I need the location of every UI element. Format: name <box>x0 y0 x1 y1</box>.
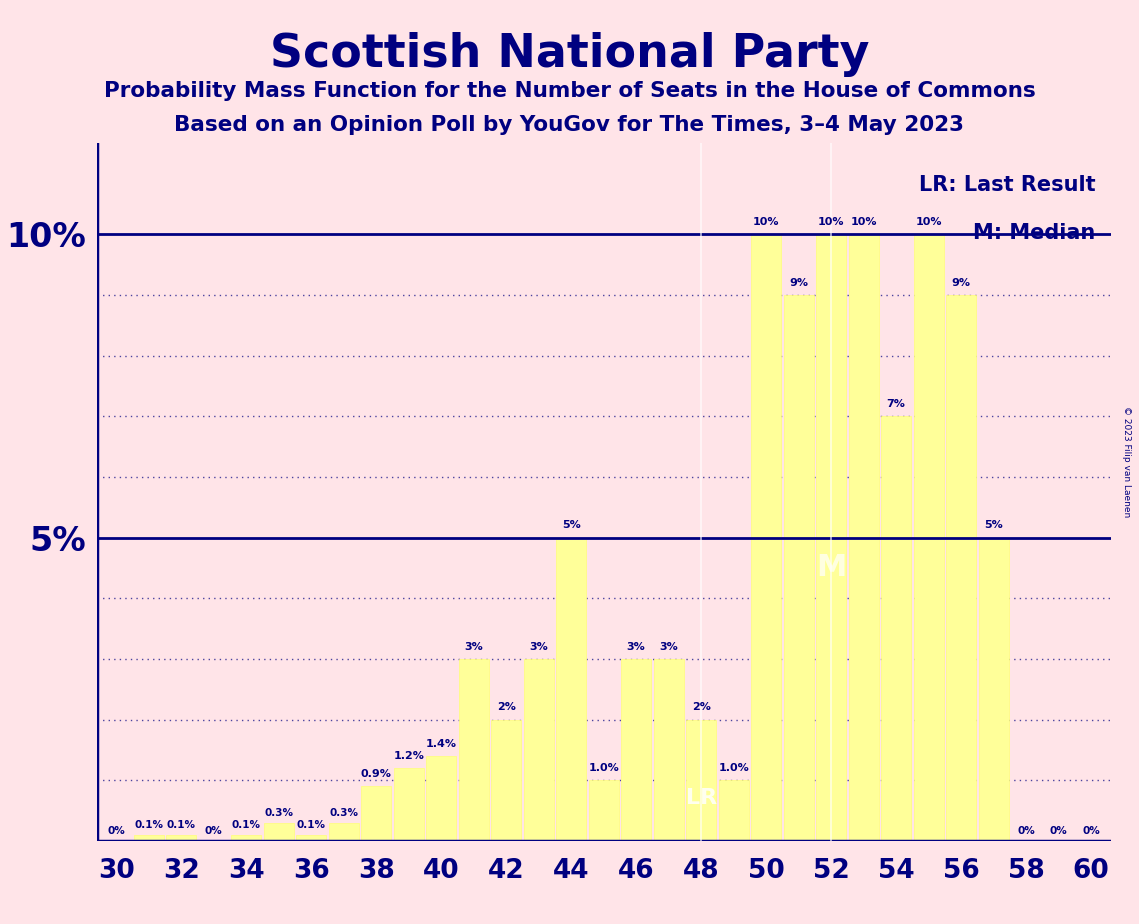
Text: M: Median: M: Median <box>973 224 1096 243</box>
Bar <box>913 234 943 841</box>
Bar <box>361 786 391 841</box>
Bar <box>296 834 326 841</box>
Text: 2%: 2% <box>691 702 711 712</box>
Bar <box>882 416 911 841</box>
Bar <box>978 538 1008 841</box>
Bar <box>947 295 976 841</box>
Text: 9%: 9% <box>789 277 808 287</box>
Text: 1.0%: 1.0% <box>589 763 618 772</box>
Bar <box>134 834 164 841</box>
Text: Scottish National Party: Scottish National Party <box>270 32 869 78</box>
Text: 3%: 3% <box>530 641 548 651</box>
Text: 0%: 0% <box>1082 826 1100 836</box>
Text: 0.1%: 0.1% <box>166 820 196 830</box>
Bar <box>459 659 489 841</box>
Text: 9%: 9% <box>951 277 970 287</box>
Text: Based on an Opinion Poll by YouGov for The Times, 3–4 May 2023: Based on an Opinion Poll by YouGov for T… <box>174 115 965 135</box>
Text: 1.2%: 1.2% <box>393 751 424 760</box>
Bar <box>719 780 748 841</box>
Text: 10%: 10% <box>851 217 877 227</box>
Bar <box>556 538 587 841</box>
Text: Probability Mass Function for the Number of Seats in the House of Commons: Probability Mass Function for the Number… <box>104 81 1035 102</box>
Text: 3%: 3% <box>659 641 678 651</box>
Bar <box>394 768 424 841</box>
Text: 0.1%: 0.1% <box>231 820 261 830</box>
Bar <box>166 834 196 841</box>
Text: M: M <box>816 553 846 582</box>
Bar <box>491 720 522 841</box>
Text: 0%: 0% <box>1050 826 1067 836</box>
Text: 5%: 5% <box>562 520 581 530</box>
Text: 0%: 0% <box>107 826 125 836</box>
Text: 7%: 7% <box>886 399 906 409</box>
Bar <box>329 822 359 841</box>
Text: 5%: 5% <box>984 520 1003 530</box>
Text: LR: Last Result: LR: Last Result <box>919 175 1096 195</box>
Text: LR: LR <box>686 788 716 808</box>
Bar <box>752 234 781 841</box>
Bar <box>817 234 846 841</box>
Bar <box>849 234 878 841</box>
Text: 1.0%: 1.0% <box>719 763 749 772</box>
Bar <box>784 295 813 841</box>
Text: 10%: 10% <box>753 217 779 227</box>
Text: 3%: 3% <box>465 641 483 651</box>
Text: 0%: 0% <box>205 826 222 836</box>
Bar <box>231 834 261 841</box>
Bar <box>654 659 683 841</box>
Bar <box>426 756 456 841</box>
Text: 0.3%: 0.3% <box>329 808 359 818</box>
Bar <box>621 659 652 841</box>
Bar <box>589 780 618 841</box>
Text: 10%: 10% <box>818 217 844 227</box>
Text: 2%: 2% <box>497 702 516 712</box>
Text: 0.1%: 0.1% <box>134 820 163 830</box>
Bar <box>524 659 554 841</box>
Text: 0.3%: 0.3% <box>264 808 293 818</box>
Text: 0.9%: 0.9% <box>361 769 392 779</box>
Bar <box>686 720 716 841</box>
Text: 10%: 10% <box>916 217 942 227</box>
Text: 0.1%: 0.1% <box>297 820 326 830</box>
Text: 0%: 0% <box>1017 826 1035 836</box>
Text: 3%: 3% <box>626 641 646 651</box>
Bar <box>264 822 294 841</box>
Text: © 2023 Filip van Laenen: © 2023 Filip van Laenen <box>1122 407 1131 517</box>
Text: 1.4%: 1.4% <box>426 738 457 748</box>
